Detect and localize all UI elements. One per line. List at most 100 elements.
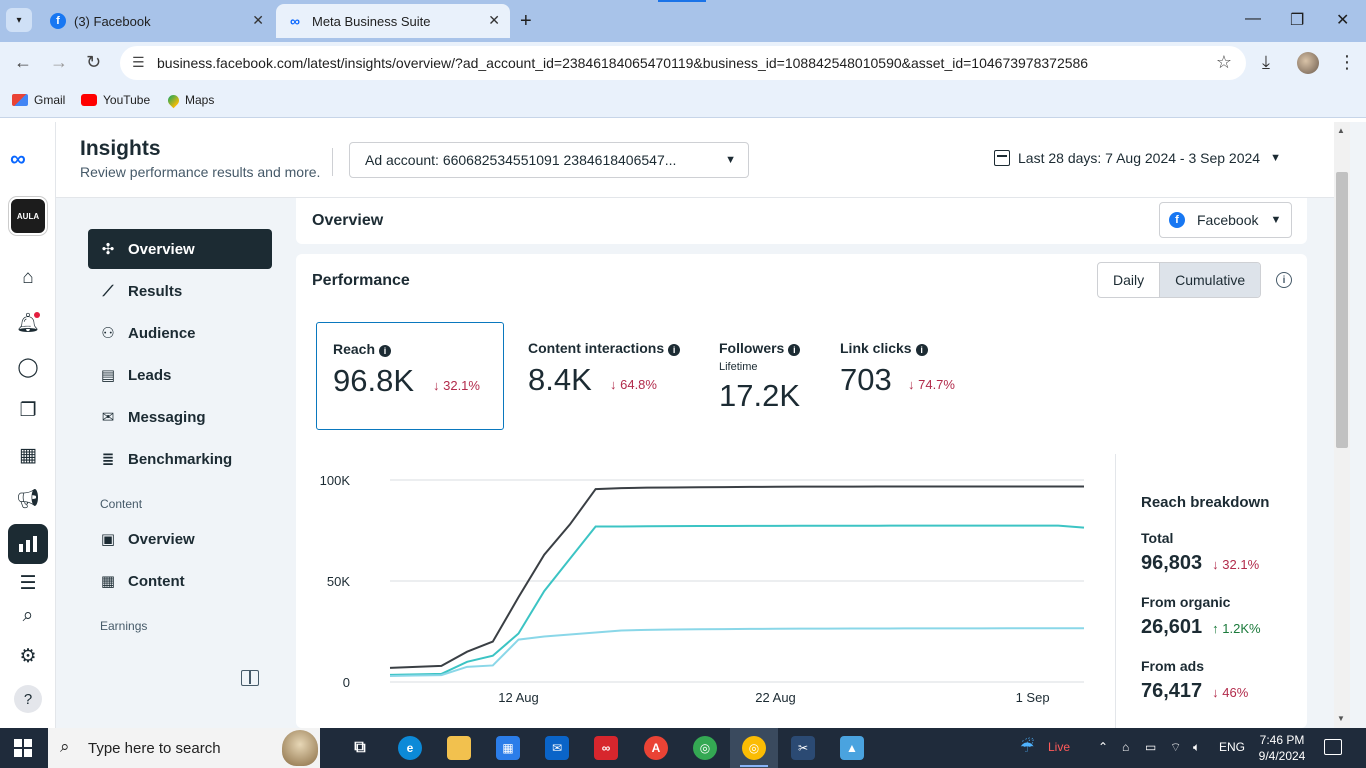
volume-icon[interactable]: 🔈︎ <box>1193 740 1201 754</box>
gmail-icon <box>12 94 28 106</box>
nav-item-results[interactable]: ⟋ Results <box>88 271 272 311</box>
minimize-icon[interactable]: — <box>1245 10 1261 27</box>
wifi-icon[interactable]: ⌔ <box>1170 740 1182 754</box>
content-overview-icon: ▣ <box>100 531 116 548</box>
ad-account-select[interactable]: Ad account: 660682534551091 238461840654… <box>349 142 749 178</box>
search-icon[interactable]: ⌕ <box>22 605 34 626</box>
nav-item-content[interactable]: ▦ Content <box>88 561 272 601</box>
cumulative-button[interactable]: Cumulative <box>1159 263 1261 297</box>
chrome-active-icon[interactable]: ◎ <box>742 736 766 760</box>
search-highlight-owl-icon[interactable] <box>282 730 318 766</box>
info-icon[interactable]: i <box>1276 272 1292 288</box>
home-icon[interactable]: ⌂ <box>22 267 34 288</box>
earnings-section-label: Earnings <box>100 619 148 633</box>
page-avatar[interactable]: AULA <box>9 197 47 235</box>
chevron-down-icon: ▼ <box>1270 152 1281 164</box>
chrome-profile-b-icon[interactable]: ◎ <box>693 736 717 760</box>
input-language[interactable]: ENG <box>1219 740 1246 754</box>
restore-icon[interactable]: ❐ <box>1290 12 1305 29</box>
posts-stack-icon[interactable]: ❐ <box>19 399 37 421</box>
browser-tab-bar: ▾ f (3) Facebook ✕ ∞ Meta Business Suite… <box>0 0 1366 42</box>
facebook-icon: f <box>1169 212 1185 228</box>
action-center-icon[interactable] <box>1324 739 1342 755</box>
collapse-sidebar-icon[interactable] <box>241 670 259 686</box>
site-settings-icon[interactable]: ☰ <box>132 54 145 70</box>
help-icon[interactable]: ? <box>14 685 42 713</box>
breakdown-label-organic: From organic <box>1141 594 1231 610</box>
nav-item-leads[interactable]: ▤ Leads <box>88 355 272 395</box>
tab-facebook[interactable]: f (3) Facebook ✕ <box>40 4 274 38</box>
platform-select[interactable]: f Facebook ▼ <box>1159 202 1292 238</box>
photos-icon[interactable]: ▲ <box>840 736 864 760</box>
settings-gear-icon[interactable]: ⚙ <box>19 645 37 667</box>
notification-dot <box>34 312 40 318</box>
date-range-picker[interactable]: Last 28 days: 7 Aug 2024 - 3 Sep 2024 ▼ <box>994 150 1281 166</box>
insights-chart-icon[interactable] <box>8 524 48 564</box>
mail-icon[interactable]: ✉ <box>545 736 569 760</box>
daily-button[interactable]: Daily <box>1113 272 1145 288</box>
metric-value: 96.8K <box>333 363 415 398</box>
weather-icon[interactable]: ☔︎ <box>1020 739 1035 756</box>
store-icon[interactable]: ▦ <box>496 736 520 760</box>
reach-breakdown-title: Reach breakdown <box>1141 494 1270 511</box>
browser-menu-icon[interactable]: ⋮ <box>1338 52 1356 72</box>
tab-search-chevron-icon[interactable]: ▾ <box>6 8 32 32</box>
new-tab-plus-icon[interactable]: + <box>520 10 532 32</box>
nav-label: Leads <box>128 366 172 384</box>
all-tools-menu-icon[interactable]: ☰ <box>19 572 37 594</box>
nav-item-messaging[interactable]: ✉ Messaging <box>88 397 272 437</box>
metric-link-clicks[interactable]: Link clicks i 703 ↓ 74.7% <box>824 322 984 430</box>
nav-item-content-overview[interactable]: ▣ Overview <box>88 519 272 559</box>
y-tick-label: 0 <box>343 675 350 690</box>
metric-reach[interactable]: Reach i 96.8K ↓ 32.1% <box>316 322 504 430</box>
nav-item-benchmarking[interactable]: ≣ Benchmarking <box>88 439 272 479</box>
calendar-icon <box>994 150 1010 166</box>
nav-item-audience[interactable]: ⚇ Audience <box>88 313 272 353</box>
forward-arrow-icon[interactable]: → <box>50 52 68 72</box>
tray-device-icon[interactable]: ⌂ <box>1122 740 1130 754</box>
snipping-tool-icon[interactable]: ✂ <box>791 736 815 760</box>
daily-cumulative-toggle: Daily Cumulative <box>1097 262 1262 298</box>
metric-content-interactions[interactable]: Content interactions i 8.4K ↓ 64.8% <box>512 322 692 430</box>
scrollbar-thumb[interactable] <box>1336 172 1348 448</box>
tray-chevron-icon[interactable]: ⌃ <box>1098 740 1109 754</box>
bookmark-maps[interactable]: Maps <box>165 92 214 108</box>
system-clock[interactable]: 7:46 PM 9/4/2024 <box>1256 732 1308 764</box>
scroll-up-arrow-icon[interactable]: ▲ <box>1337 126 1345 135</box>
back-arrow-icon[interactable]: ← <box>14 52 32 72</box>
bookmark-gmail[interactable]: Gmail <box>12 93 65 107</box>
adobe-cloud-icon[interactable]: ∞ <box>594 736 618 760</box>
edge-icon[interactable]: e <box>398 736 422 760</box>
page-scrollbar[interactable]: ▲ ▼ <box>1334 122 1350 728</box>
windows-start-icon[interactable] <box>14 739 32 757</box>
nav-item-overview[interactable]: ✣ Overview <box>88 229 272 269</box>
metric-change: ↓ 64.8% <box>610 377 657 392</box>
notifications-bell-icon[interactable]: 🔔︎ <box>15 313 41 334</box>
bookmark-youtube[interactable]: YouTube <box>81 93 150 107</box>
close-tab-icon[interactable]: ✕ <box>252 12 264 28</box>
bookmark-star-icon[interactable]: ☆ <box>1215 52 1232 72</box>
reload-icon[interactable]: ↻ <box>86 52 102 72</box>
ads-megaphone-icon[interactable]: 📢︎ <box>15 489 41 510</box>
planner-grid-icon[interactable]: ▦ <box>19 444 37 466</box>
profile-avatar[interactable] <box>1297 52 1319 74</box>
inbox-chat-icon[interactable]: ◯ <box>17 356 39 378</box>
address-bar[interactable]: ☰ business.facebook.com/latest/insights/… <box>120 46 1246 80</box>
task-view-icon[interactable]: ⧉ <box>354 739 366 756</box>
taskbar-search[interactable]: ⌕ Type here to search <box>48 728 320 768</box>
meta-logo-icon[interactable]: ∞ <box>10 146 26 171</box>
download-icon[interactable]: ⤓ <box>1262 52 1270 72</box>
series-line-2 <box>389 524 1085 676</box>
weather-live-text[interactable]: Live <box>1048 740 1071 754</box>
scroll-down-arrow-icon[interactable]: ▼ <box>1337 714 1345 723</box>
metric-followers[interactable]: Followers i Lifetime 17.2K <box>703 322 813 430</box>
tab-meta-business-suite[interactable]: ∞ Meta Business Suite ✕ <box>276 4 510 38</box>
metric-value: 17.2K <box>719 378 801 413</box>
battery-icon[interactable]: ▭ <box>1145 740 1157 754</box>
file-explorer-icon[interactable] <box>447 736 471 760</box>
nav-label: Audience <box>128 324 196 342</box>
close-window-icon[interactable]: ✕ <box>1336 12 1350 29</box>
close-tab-icon[interactable]: ✕ <box>488 12 500 28</box>
chrome-profile-a-icon[interactable]: A <box>644 736 668 760</box>
series-line-3 <box>389 627 1085 677</box>
